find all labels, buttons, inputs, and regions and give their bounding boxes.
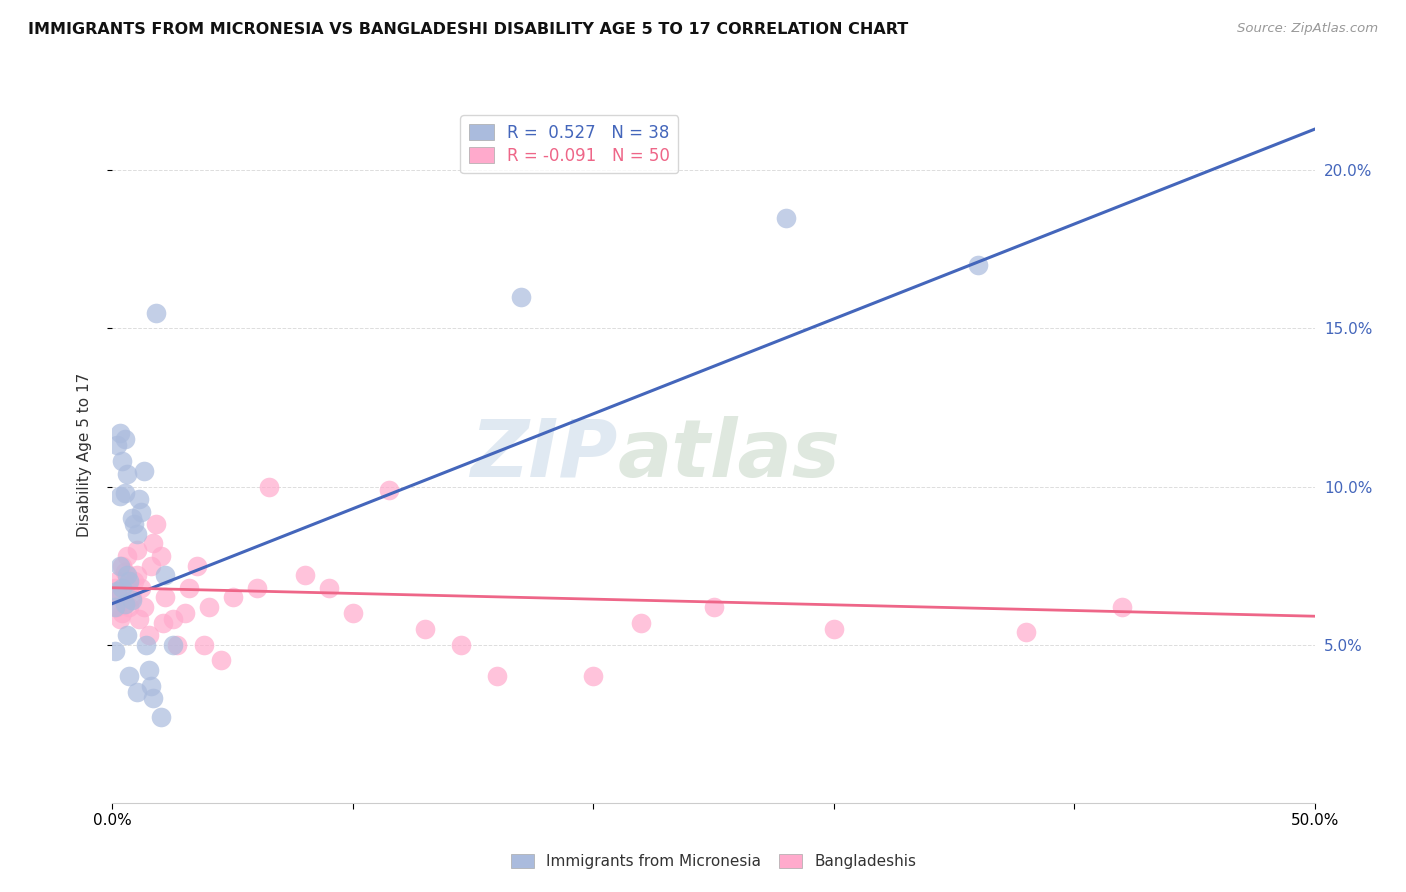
Point [115,568,138,582]
Point [122,574,145,589]
Point [450,638,472,652]
Point [108,591,131,605]
Point [823,622,845,636]
Point [630,615,652,630]
Legend: Immigrants from Micronesia, Bangladeshis: Immigrants from Micronesia, Bangladeshis [505,847,922,875]
Point [114,432,136,446]
Point [145,305,167,319]
Point [152,615,174,630]
Point [209,653,232,667]
Point [118,574,141,589]
Point [145,517,167,532]
Point [131,581,153,595]
Point [138,628,160,642]
Point [121,591,143,605]
Point [105,583,128,598]
Point [122,517,145,532]
Point [132,599,155,614]
Point [139,679,162,693]
Point [108,612,131,626]
Point [118,669,141,683]
Point [131,505,153,519]
Point [105,599,128,614]
Point [186,558,208,573]
Point [510,290,533,304]
Point [294,568,316,582]
Point [118,599,141,614]
Point [342,606,364,620]
Point [378,483,401,497]
Point [149,710,172,724]
Point [115,628,138,642]
Point [121,511,143,525]
Point [702,599,725,614]
Point [104,644,127,658]
Point [118,581,141,595]
Point [318,581,340,595]
Point [105,438,128,452]
Point [132,464,155,478]
Point [111,581,134,595]
Point [1015,625,1038,640]
Point [582,669,605,683]
Text: ZIP: ZIP [470,416,617,494]
Y-axis label: Disability Age 5 to 17: Disability Age 5 to 17 [77,373,91,537]
Point [486,669,509,683]
Point [967,258,990,272]
Point [114,597,136,611]
Text: Source: ZipAtlas.com: Source: ZipAtlas.com [1237,22,1378,36]
Point [139,558,162,573]
Point [173,606,195,620]
Point [155,591,177,605]
Point [114,486,136,500]
Point [105,574,128,589]
Point [111,606,134,620]
Point [111,558,134,573]
Point [104,581,127,595]
Point [142,536,165,550]
Point [121,593,143,607]
Point [1111,599,1133,614]
Point [125,568,148,582]
Point [114,565,136,579]
Point [135,638,157,652]
Point [166,638,188,652]
Point [115,549,138,563]
Point [197,599,219,614]
Text: atlas: atlas [617,416,841,494]
Point [142,691,165,706]
Point [162,612,184,626]
Point [246,581,269,595]
Point [125,542,148,557]
Point [155,568,177,582]
Point [111,454,134,468]
Point [108,425,131,440]
Point [125,685,148,699]
Point [413,622,436,636]
Point [104,599,127,614]
Point [128,612,150,626]
Point [257,479,280,493]
Point [108,489,131,503]
Point [114,597,136,611]
Point [115,467,138,481]
Point [775,211,797,225]
Text: IMMIGRANTS FROM MICRONESIA VS BANGLADESHI DISABILITY AGE 5 TO 17 CORRELATION CHA: IMMIGRANTS FROM MICRONESIA VS BANGLADESH… [28,22,908,37]
Point [149,549,172,563]
Point [162,638,184,652]
Point [222,591,245,605]
Point [138,663,160,677]
Point [125,527,148,541]
Point [179,581,201,595]
Point [193,638,215,652]
Point [128,492,150,507]
Point [108,558,131,573]
